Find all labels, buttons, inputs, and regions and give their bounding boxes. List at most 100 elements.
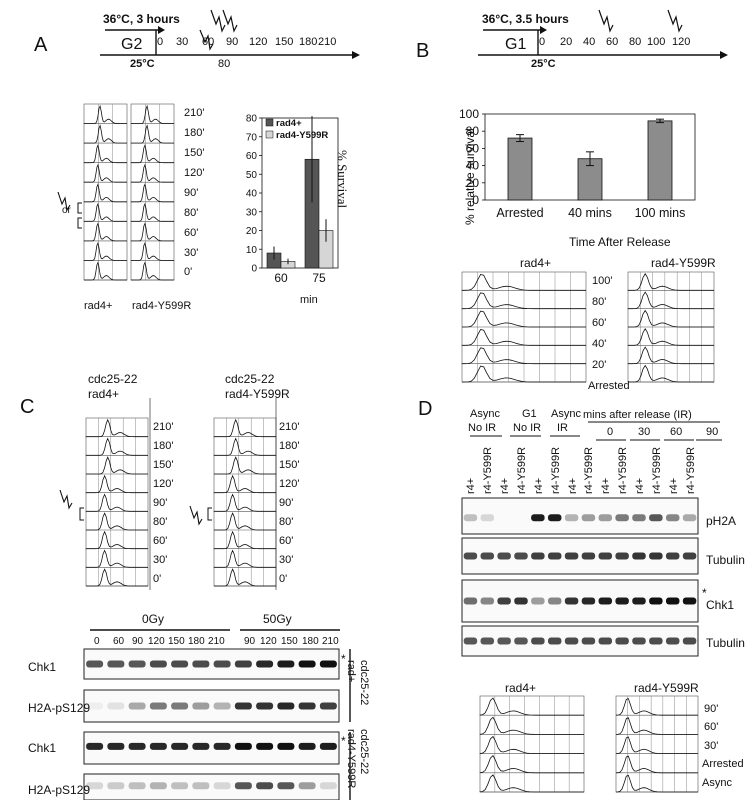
chart-b-xlabel: Time After Release: [569, 235, 671, 249]
or-label: or: [62, 205, 71, 216]
panel-b-tick: 100: [647, 36, 666, 48]
tubulin-blot-band: [649, 637, 663, 645]
h2a-blot-band: [149, 782, 167, 790]
tubulin-blot-band: [564, 637, 579, 645]
facs-strain-label: rad4+: [88, 387, 120, 401]
tubulin-blot-band: [514, 552, 528, 560]
panel-b-temp: 25°C: [531, 58, 556, 70]
blot-star: *: [341, 652, 346, 666]
facs-histogram: [213, 437, 276, 456]
bar: [280, 261, 296, 269]
facs-time-label: 60': [184, 227, 199, 239]
h2a-blot-band: [319, 782, 337, 790]
ph2a-blot-band: [581, 514, 596, 522]
dose-label: 50Gy: [263, 612, 292, 626]
facs-strain-label: rad4+: [505, 681, 537, 695]
facs-strain-label: rad4-Y599R: [132, 300, 192, 312]
legend-swatch: [265, 130, 274, 139]
facs-frame: [627, 271, 715, 383]
y-tick-label: 10: [246, 245, 258, 256]
facs-histogram: [85, 418, 148, 438]
lane-label: r4+: [566, 477, 579, 494]
facs-histogram: [83, 202, 127, 222]
facs-histogram: [462, 365, 586, 383]
bracket: [79, 507, 84, 521]
chk1-blot-band: [598, 597, 613, 605]
chk1-blot-band: [107, 742, 125, 750]
lane-label: r4+: [600, 477, 613, 494]
facs-histogram: [461, 329, 586, 346]
chk1-blot-band: [277, 742, 295, 750]
panel-a-tick: 120: [249, 36, 268, 48]
panel-b-tick: 20: [560, 36, 573, 48]
lane-label: 210: [322, 636, 339, 647]
irradiation-icon: [210, 9, 226, 33]
chk1-blot-frame: [83, 731, 340, 765]
panel-a-condition: 36°C, 3 hours: [103, 12, 180, 26]
h2a-blot-band: [171, 782, 189, 790]
chk1-blot-band: [234, 660, 252, 668]
panel-b-label: B: [416, 40, 430, 62]
chk1-blot-frame: [83, 648, 340, 680]
facs-time-label: 210': [184, 107, 205, 119]
panel-a-label: A: [34, 34, 48, 56]
tubulin-blot-band: [649, 552, 663, 560]
irradiation-icon: [59, 489, 73, 510]
h2a-blot-frame: [83, 689, 340, 723]
facs-histogram: [83, 104, 127, 124]
chk1-blot-band: [319, 742, 337, 750]
blot-row-label: Chk1: [706, 598, 735, 612]
tubulin-blot-band: [615, 637, 629, 645]
facs-histogram: [479, 774, 584, 793]
blot-header: No IR: [513, 422, 542, 434]
chk1-blot-band: [256, 660, 274, 668]
panel-a-tick: 0: [157, 36, 164, 48]
bar: [304, 158, 320, 269]
facs-time-label: 80': [184, 207, 199, 219]
facs-time-label: 60': [704, 721, 719, 733]
chk1-blot-band: [319, 660, 337, 668]
facs-time-label: 60': [279, 535, 294, 547]
h2a-blot-band: [192, 702, 210, 710]
chk1-blot-band: [564, 597, 579, 605]
panel-b-tick: 60: [606, 36, 619, 48]
facs-time-label: 210': [279, 421, 300, 433]
facs-frame: [461, 271, 587, 383]
lane-label: r4-Y599R: [583, 446, 596, 494]
facs-histogram: [213, 493, 276, 512]
chk1-blot-band: [213, 742, 231, 750]
chk1-blot-band: [192, 742, 210, 750]
tubulin-blot-band: [480, 637, 495, 645]
chk1-blot-band: [149, 742, 167, 750]
facs-time-label: 180': [279, 440, 300, 452]
h2a-blot-frame: [83, 773, 340, 800]
chk1-blot-band: [531, 597, 545, 605]
facs-frame: [479, 695, 585, 793]
release-time: 0: [607, 426, 614, 438]
ph2a-blot-band: [598, 514, 613, 522]
lane-label: r4-Y599R: [617, 446, 630, 494]
h2a-blot-band: [277, 782, 295, 790]
panel-b-tick: 0: [539, 36, 546, 48]
chk1-blot-band: [649, 597, 663, 605]
facs-histogram: [83, 222, 127, 242]
h2a-blot-band: [234, 782, 252, 790]
facs-time-label: 90': [184, 187, 199, 199]
y-tick-label: 50: [246, 170, 258, 181]
facs-time-label: 90': [279, 497, 294, 509]
irradiation-icon: [222, 9, 238, 33]
blot-strain-label: cdc25-22: [358, 729, 370, 775]
chart-a-xlabel: min: [300, 294, 318, 306]
facs-histogram: [83, 143, 127, 164]
blot-row-label: Tubulin: [706, 553, 745, 567]
chk1-blot-band: [463, 597, 478, 605]
facs-time-label: 100': [592, 275, 613, 287]
x-tick-label: Arrested: [496, 206, 543, 220]
ph2a-blot-band: [463, 514, 478, 522]
blot-star: *: [341, 734, 346, 748]
facs-frame: [615, 695, 699, 793]
facs-time-label: 150': [279, 459, 300, 471]
legend-swatch: [265, 118, 274, 127]
lane-label: 120: [260, 636, 277, 647]
facs-histogram: [83, 182, 127, 203]
